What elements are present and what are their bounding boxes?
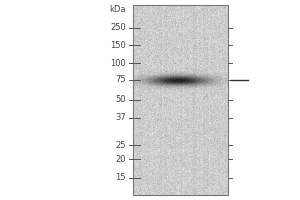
Text: 75: 75 [116, 75, 126, 84]
Text: 150: 150 [110, 40, 126, 49]
Bar [133, 5, 228, 195]
Text: 37: 37 [115, 114, 126, 122]
Text: 50: 50 [116, 96, 126, 104]
Text: kDa: kDa [110, 5, 126, 15]
Text: 25: 25 [116, 140, 126, 150]
Text: 250: 250 [110, 23, 126, 32]
Text: 20: 20 [116, 154, 126, 164]
Text: 15: 15 [116, 173, 126, 182]
Text: 100: 100 [110, 58, 126, 68]
